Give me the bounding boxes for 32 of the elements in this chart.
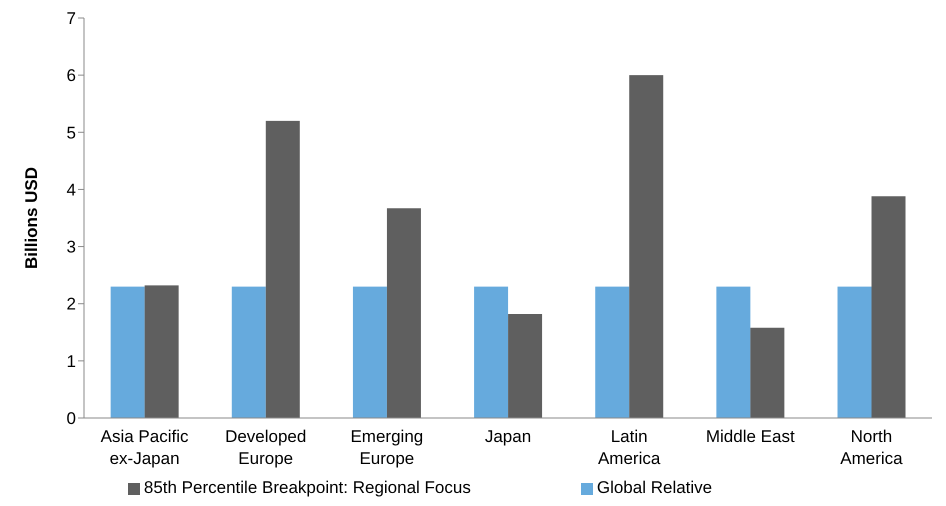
y-tick-label: 1 [66,352,76,371]
bar [750,328,784,418]
y-tick-label: 2 [66,294,76,314]
bar [838,286,872,418]
bar [386,208,421,418]
bar [629,75,664,418]
x-tick-label: North America [840,427,904,468]
bar [232,286,266,418]
bar [110,286,145,418]
y-tick-label: 5 [66,123,76,142]
legend-label: 85th Percentile Breakpoint: Regional Focus [144,478,471,497]
bar [595,286,630,418]
x-tick-label: Latin America [598,427,661,468]
x-tick-label: Asia Pacific ex-Japan [100,427,189,468]
y-tick-label: 6 [66,66,76,86]
x-tick-label: Developed Europe [225,427,306,468]
y-axis-title: Billions USD [22,166,42,270]
y-tick-label: 4 [66,180,76,200]
bar [508,314,542,418]
bar [144,285,179,418]
bar [872,196,906,418]
bar [266,120,300,418]
y-tick-label: 3 [66,238,76,257]
legend-label: Global Relative [596,478,712,497]
bar [474,286,508,418]
y-tick-label: 7 [66,9,76,28]
x-tick-label: Emerging Europe [350,427,424,468]
y-tick-label: 0 [66,409,76,428]
x-tick-label: Japan [484,427,532,446]
bar [716,286,750,418]
bar [352,286,387,418]
x-tick-label: Middle East [706,427,795,446]
